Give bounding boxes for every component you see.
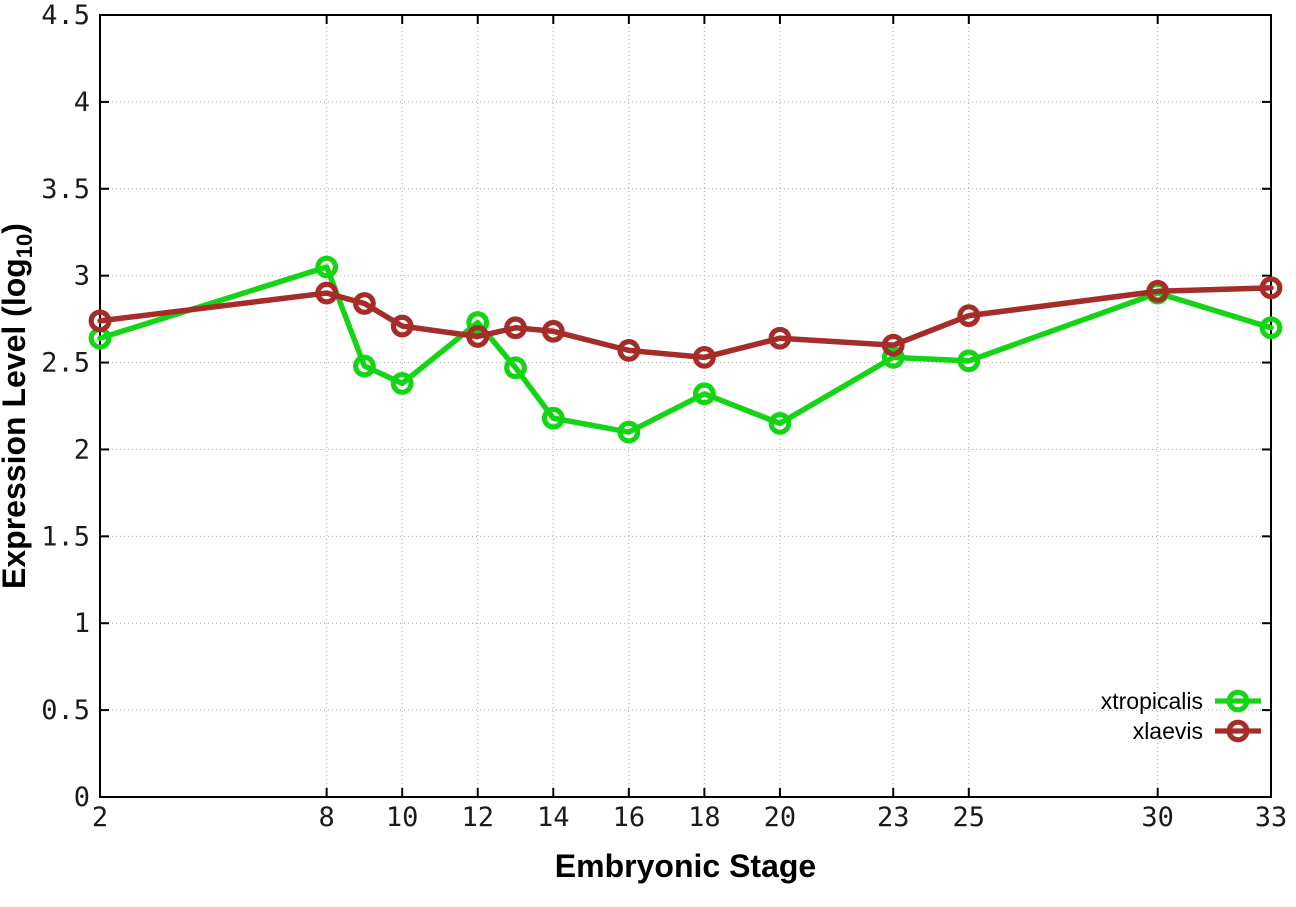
y-axis-title-end: ) bbox=[0, 223, 32, 234]
xtropicalis-line bbox=[97, 264, 1274, 435]
plot-border bbox=[99, 14, 1272, 798]
xtropicalis-point bbox=[541, 406, 565, 430]
xtropicalis-point bbox=[1259, 316, 1283, 340]
x-tick-label: 30 bbox=[1141, 802, 1174, 833]
legend: xtropicalis xlaevis bbox=[1101, 686, 1262, 746]
legend-item-xlaevis: xlaevis bbox=[1101, 716, 1262, 746]
x-tick-label: 12 bbox=[461, 802, 494, 833]
xlaevis-point bbox=[617, 338, 641, 362]
xlaevis-point bbox=[1259, 276, 1283, 300]
xtropicalis-line-marker-icon bbox=[1215, 689, 1261, 713]
x-tick-label: 8 bbox=[319, 802, 335, 833]
x-tick-labels: 2 8 10 12 14 16 18 20 23 25 30 33 bbox=[92, 802, 1287, 833]
xtropicalis-point bbox=[315, 255, 339, 279]
x-tick-label: 2 bbox=[92, 802, 108, 833]
xtropicalis-point bbox=[353, 354, 376, 378]
x-tick-label: 20 bbox=[764, 802, 797, 833]
x-tick-label: 14 bbox=[537, 802, 570, 833]
axis-ticks bbox=[99, 14, 1272, 798]
y-tick-label: 4.5 bbox=[41, 0, 90, 31]
xlaevis-point bbox=[390, 314, 414, 338]
y-axis-title: Expression Level (log10) bbox=[0, 223, 38, 589]
xlaevis-line-marker-icon bbox=[1215, 719, 1261, 743]
y-tick-label: 1 bbox=[74, 608, 90, 639]
xtropicalis-point bbox=[957, 349, 981, 373]
xtropicalis-point bbox=[617, 420, 641, 444]
y-tick-label: 2 bbox=[74, 434, 90, 465]
y-axis-title-main: Expression Level (log bbox=[0, 258, 32, 589]
x-axis-title: Embryonic Stage bbox=[554, 848, 817, 884]
legend-item-xtropicalis: xtropicalis bbox=[1101, 686, 1262, 716]
xlaevis-point bbox=[315, 281, 339, 305]
xtropicalis-point bbox=[881, 345, 905, 369]
y-tick-label: 4 bbox=[74, 87, 90, 118]
x-tick-label: 23 bbox=[877, 802, 910, 833]
x-tick-label: 33 bbox=[1255, 802, 1288, 833]
legend-label-xtropicalis: xtropicalis bbox=[1100, 688, 1203, 714]
series-xlaevis bbox=[88, 276, 1283, 369]
y-tick-label: 2.5 bbox=[41, 348, 90, 379]
xtropicalis-point bbox=[692, 382, 716, 406]
xlaevis-line bbox=[97, 285, 1274, 361]
legend-label-xlaevis: xlaevis bbox=[1132, 718, 1203, 744]
series-xtropicalis bbox=[88, 255, 1283, 444]
y-axis-title-subscript: 10 bbox=[12, 233, 37, 259]
xlaevis-point bbox=[353, 292, 376, 315]
xlaevis-point bbox=[541, 319, 565, 343]
y-tick-label: 3.5 bbox=[41, 174, 90, 205]
x-tick-label: 16 bbox=[613, 802, 646, 833]
y-tick-labels: 0 0.5 1 1.5 2 2.5 3 3.5 4 4.5 bbox=[41, 0, 90, 813]
xlaevis-point bbox=[466, 325, 490, 348]
xtropicalis-point bbox=[466, 311, 490, 334]
x-tick-label: 18 bbox=[688, 802, 721, 833]
xlaevis-point bbox=[504, 316, 527, 340]
y-tick-label: 1.5 bbox=[41, 521, 90, 552]
xtropicalis-point bbox=[504, 356, 527, 380]
xtropicalis-point bbox=[768, 411, 792, 435]
xlaevis-point bbox=[692, 345, 716, 369]
xtropicalis-point bbox=[390, 372, 414, 395]
xlaevis-point bbox=[1146, 279, 1170, 303]
y-tick-label: 0.5 bbox=[41, 695, 90, 726]
xlaevis-point bbox=[88, 309, 112, 333]
xlaevis-point bbox=[881, 333, 905, 357]
y-tick-label: 3 bbox=[74, 261, 90, 292]
x-tick-label: 10 bbox=[386, 802, 419, 833]
xlaevis-point bbox=[957, 304, 981, 328]
xlaevis-point bbox=[768, 326, 792, 350]
y-tick-label: 0 bbox=[74, 782, 90, 813]
x-tick-label: 25 bbox=[953, 802, 986, 833]
